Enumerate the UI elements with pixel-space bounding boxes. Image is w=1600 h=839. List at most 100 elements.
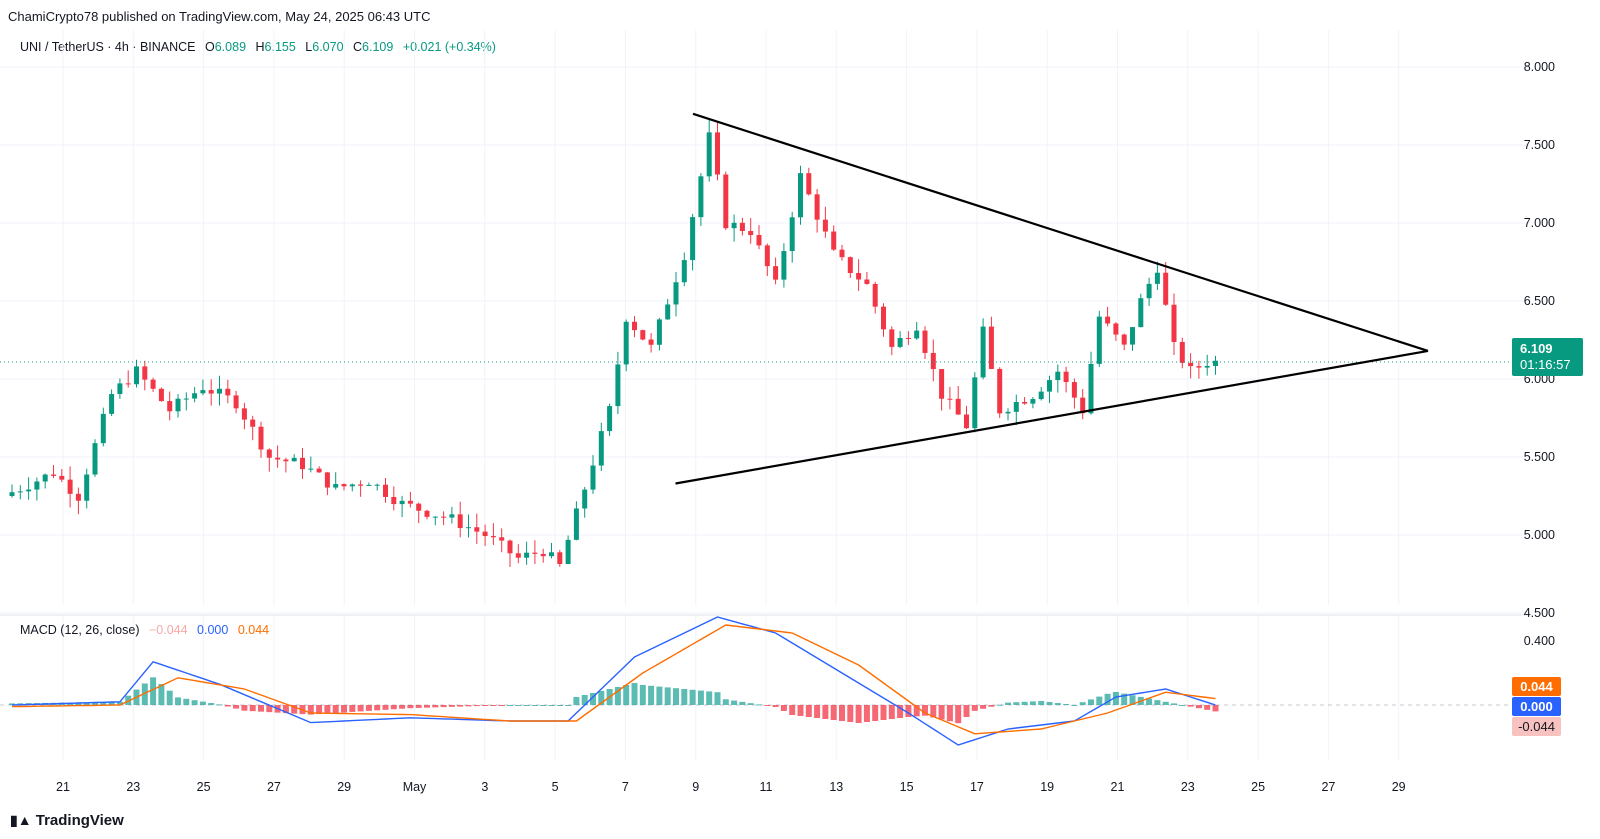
macd-histogram-bar — [1063, 704, 1070, 705]
macd-histogram-bar — [689, 689, 696, 705]
macd-histogram-bar — [1195, 705, 1202, 709]
candle-body — [607, 406, 613, 432]
macd-histogram-bar — [797, 705, 804, 716]
macd-histogram-bar — [1212, 705, 1219, 712]
candle-body — [225, 388, 231, 396]
candles — [9, 119, 1218, 567]
open-label: O — [205, 40, 215, 54]
macd-histogram-bar — [1171, 703, 1177, 705]
candle-body — [764, 245, 770, 267]
macd-histogram-bar — [208, 703, 215, 705]
candle-body — [84, 474, 90, 501]
bar-countdown: 01:16:57 — [1520, 357, 1571, 372]
candle-body — [466, 527, 471, 529]
macd-histogram-bar — [1046, 702, 1053, 705]
candle-body — [1047, 380, 1052, 392]
macd-histogram-bar — [1104, 693, 1111, 705]
macd-histogram-bar — [1121, 693, 1128, 705]
macd-histogram-bar — [75, 702, 82, 705]
macd-histogram-bar — [175, 697, 181, 705]
y-tick-label: 7.500 — [1524, 138, 1555, 152]
candle-body — [1163, 272, 1169, 305]
candle-body — [250, 419, 256, 427]
macd-histogram-bar — [805, 705, 812, 717]
macd-pane — [0, 616, 1512, 746]
macd-histogram-bar — [332, 705, 339, 713]
macd-histogram-bar — [930, 705, 937, 718]
macd-histogram-bar — [780, 705, 787, 711]
candle-body — [324, 472, 330, 488]
candle-body — [217, 388, 222, 394]
macd-histogram-bar — [1079, 702, 1086, 705]
macd-histogram-bar — [888, 705, 895, 719]
macd-histogram-bar — [590, 693, 596, 705]
macd-histogram-bar — [872, 705, 879, 721]
tradingview-logo[interactable]: ▮▲ TradingView — [10, 812, 124, 829]
candle-body — [474, 527, 480, 532]
tradingview-logo-text: TradingView — [35, 812, 124, 829]
macd-histogram-bar — [407, 705, 414, 709]
x-tick-label: 27 — [267, 780, 281, 794]
macd-histogram-bar — [108, 701, 115, 705]
trendline — [675, 349, 1429, 485]
candle-body — [399, 500, 405, 505]
candle-body — [798, 173, 803, 218]
symbol-legend: UNI / TetherUS · 4h · BINANCE O6.089 H6.… — [20, 40, 496, 54]
candle-body — [42, 474, 48, 482]
candle-body — [109, 394, 115, 414]
trendlines[interactable] — [675, 112, 1429, 485]
candle-body — [905, 337, 911, 339]
macd-histogram-bar — [955, 705, 962, 724]
macd-histogram-bar — [141, 683, 148, 705]
x-tick-label: 29 — [1392, 780, 1406, 794]
candle-body — [9, 492, 15, 496]
candle-body — [706, 132, 712, 177]
macd-histogram-bar — [1071, 705, 1078, 706]
candle-body — [573, 508, 579, 540]
macd-histogram-bar — [971, 705, 978, 711]
candle-body — [51, 474, 56, 476]
x-tick-label: 9 — [692, 780, 699, 794]
candle-body — [416, 503, 422, 511]
candle-body — [1071, 382, 1077, 398]
candle-body — [972, 377, 978, 429]
candle-body — [449, 514, 455, 518]
symbol-label[interactable]: UNI / TetherUS · 4h · BINANCE — [20, 40, 196, 54]
macd-histogram-bar — [1129, 695, 1136, 705]
macd-histogram-bar — [789, 705, 796, 715]
macd-histogram-bar — [531, 705, 538, 706]
macd-legend[interactable]: MACD (12, 26, close) −0.044 0.000 0.044 — [20, 623, 269, 637]
trendline — [692, 112, 1429, 352]
y-tick-label: 8.000 — [1524, 60, 1555, 74]
signal-tag: 0.044 — [1512, 677, 1561, 696]
time-axis[interactable]: 21 23 25 27 29 May 3 5 7 9 11 13 15 17 19 21 23 25 27 29 — [56, 780, 1406, 794]
macd-histogram-bar — [482, 705, 489, 706]
candle-body — [1096, 316, 1102, 364]
x-tick-label: 3 — [481, 780, 488, 794]
x-tick-label: 5 — [552, 780, 559, 794]
candle-body — [773, 266, 779, 280]
macd-histogram-bar — [731, 700, 738, 705]
publisher-line: ChamiCrypto78 published on TradingView.c… — [8, 9, 431, 24]
candle-body — [1188, 362, 1194, 367]
candle-body — [723, 174, 729, 229]
x-tick-label: 13 — [829, 780, 843, 794]
candle-body — [731, 222, 737, 229]
macd-histogram-bar — [656, 686, 663, 705]
candle-body — [789, 217, 795, 252]
candle-body — [59, 475, 65, 480]
macd-histogram-bar — [116, 701, 123, 705]
candle-body — [1038, 391, 1044, 400]
candle-body — [565, 539, 571, 564]
y-tick-label: 4.500 — [1524, 606, 1555, 620]
x-tick-label: 21 — [1111, 780, 1125, 794]
macd-histogram-bar — [258, 705, 264, 712]
macd-histogram-bar — [722, 699, 729, 705]
candle-body — [939, 369, 945, 399]
candle-body — [300, 457, 305, 470]
candle-body — [814, 194, 820, 220]
macd-histogram-bar — [1187, 705, 1194, 707]
macd-histogram-bar — [424, 705, 430, 708]
macd-histogram-bar — [897, 705, 904, 718]
